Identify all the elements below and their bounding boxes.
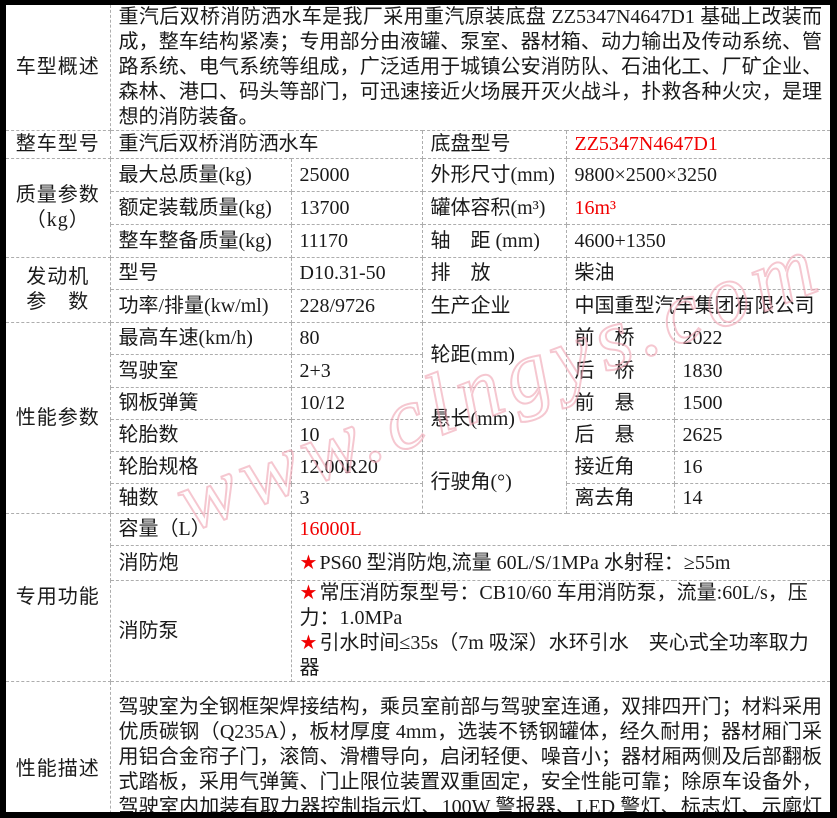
value-cell: 2625	[673, 419, 830, 452]
value-cell: 14	[673, 483, 830, 514]
label-cell: 前 悬	[565, 387, 675, 420]
star-icon: ★	[299, 551, 318, 574]
label-cell: 功率/排量(kw/ml)	[110, 289, 292, 323]
value-cell: 3	[290, 483, 423, 514]
value-cell: 16	[673, 451, 830, 484]
pump-text: 引水时间≤35s（7m 吸深）水环引水 夹心式全功率取力器	[299, 632, 809, 679]
table-row: 额定装载质量(kg) 13700 罐体容积(m³) 16m³	[6, 191, 830, 225]
value-cell: 中国重型汽车集团有限公司	[565, 289, 830, 323]
section-label-performance: 性能参数	[6, 322, 111, 514]
label-cell: 钢板弹簧	[110, 387, 292, 420]
capacity-label: 容量（L）	[109, 513, 292, 546]
label-cell: 外形尺寸(mm)	[421, 158, 567, 192]
label-cell: 罐体容积(m³)	[421, 191, 567, 225]
model-name: 重汽后双桥消防洒水车	[109, 130, 423, 159]
angle-group-label: 行驶角(°)	[421, 451, 567, 514]
section-label-special: 专用功能	[6, 513, 111, 682]
table-row: 驾驶室 2+3 后 桥 1830	[6, 354, 830, 388]
track-group-label: 轮距(mm)	[421, 322, 567, 388]
vehicle-spec-table: 车型概述 重汽后双桥消防洒水车是我厂采用重汽原装底盘 ZZ5347N4647D1…	[6, 5, 830, 812]
table-row: 钢板弹簧 10/12 悬长(mm) 前 悬 1500	[6, 387, 830, 452]
value-cell: 10/12	[290, 387, 423, 420]
label-cell: 额定装载质量(kg)	[110, 191, 292, 225]
label-cell: 排 放	[421, 257, 567, 290]
overview-text: 重汽后双桥消防洒水车是我厂采用重汽原装底盘 ZZ5347N4647D1 基础上改…	[109, 5, 830, 131]
section-label-model: 整车型号	[6, 130, 111, 159]
table-row: 性能描述 驾驶室为全钢框架焊接结构，乘员室前部与驾驶室连通，双排四开门；材料采用…	[6, 681, 830, 812]
cannon-text: PS60 型消防炮,流量 60L/S/1MPa 水射程：≥55m	[319, 551, 731, 574]
label-cell: 后 悬	[565, 419, 675, 452]
label-cell: 轴数	[110, 483, 292, 514]
section-label-engine: 发动机 参 数	[6, 257, 111, 323]
label-cell: 型号	[109, 257, 292, 290]
overhang-group-label: 悬长(mm)	[421, 387, 567, 452]
label-cell: 轮胎规格	[110, 451, 292, 484]
value-cell: 10	[290, 419, 423, 452]
value-cell: 11170	[290, 224, 423, 258]
star-icon: ★	[299, 582, 318, 604]
section-label-description: 性能描述	[6, 681, 111, 812]
cannon-value: ★ PS60 型消防炮,流量 60L/S/1MPa 水射程：≥55m	[290, 545, 830, 581]
value-cell: 2+3	[290, 354, 423, 388]
table-row: 整车整备质量(kg) 11170 轴 距 (mm) 4600+1350	[6, 224, 830, 258]
pump-line: ★ 常压消防泵型号：CB10/60 车用消防泵，流量:60L/s，压力：1.0MP…	[299, 582, 823, 632]
table-row: 轴数 3 离去角 14	[6, 483, 830, 514]
value-cell: 80	[290, 322, 423, 355]
tank-volume-value: 16m³	[565, 191, 830, 225]
value-cell: 12.00R20	[290, 451, 423, 484]
chassis-label: 底盘型号	[421, 130, 567, 159]
table-row: 功率/排量(kw/ml) 228/9726 生产企业 中国重型汽车集团有限公司	[6, 289, 830, 323]
value-cell: 25000	[290, 158, 423, 192]
label-cell: 前 桥	[565, 322, 675, 355]
right-scroll-handle[interactable]	[831, 393, 836, 429]
label-cell: 后 桥	[565, 354, 675, 388]
value-cell: 228/9726	[290, 289, 423, 323]
label-cell: 轴 距 (mm)	[421, 224, 567, 258]
value-cell: D10.31-50	[290, 257, 423, 290]
table-row: 消防炮 ★ PS60 型消防炮,流量 60L/S/1MPa 水射程：≥55m	[6, 545, 830, 581]
capacity-value: 16000L	[290, 513, 830, 546]
table-row: 轮胎数 10 后 悬 2625	[6, 419, 830, 452]
label-cell: 接近角	[565, 451, 675, 484]
pump-text: 常压消防泵型号：CB10/60 车用消防泵，流量:60L/s，压力：1.0MPa	[299, 582, 808, 629]
value-cell: 2022	[673, 322, 830, 355]
value-cell: 4600+1350	[565, 224, 830, 258]
table-row: 消防泵 ★ 常压消防泵型号：CB10/60 车用消防泵，流量:60L/s，压力：1…	[6, 580, 830, 682]
label-cell: 整车整备质量(kg)	[110, 224, 292, 258]
star-icon: ★	[299, 632, 318, 654]
description-text: 驾驶室为全钢框架焊接结构，乘员室前部与驾驶室连通，双排四开门；材料采用优质碳钢（…	[109, 681, 830, 812]
label-cell: 轮胎数	[110, 419, 292, 452]
label-cell: 驾驶室	[110, 354, 292, 388]
value-cell: 柴油	[565, 257, 830, 290]
pump-line: ★ 引水时间≤35s（7m 吸深）水环引水 夹心式全功率取力器	[300, 631, 823, 681]
value-cell: 9800×2500×3250	[565, 158, 830, 192]
table-row: 车型概述 重汽后双桥消防洒水车是我厂采用重汽原装底盘 ZZ5347N4647D1…	[6, 5, 830, 131]
value-cell: 13700	[290, 191, 423, 225]
section-label-mass: 质量参数 （kg）	[6, 158, 111, 258]
table-row: 性能参数 最高车速(km/h) 80 轮距(mm) 前 桥 2022	[6, 322, 830, 514]
label-cell: 离去角	[565, 483, 675, 514]
label-cell: 生产企业	[421, 289, 567, 323]
value-cell: 1500	[673, 387, 830, 420]
table-row: 质量参数 （kg） 最大总质量(kg) 25000 外形尺寸(mm) 9800×…	[6, 158, 830, 258]
table-row: 整车型号 重汽后双桥消防洒水车 底盘型号 ZZ5347N4647D1	[6, 130, 830, 159]
chassis-value: ZZ5347N4647D1	[565, 130, 830, 159]
table-row: 轮胎规格 12.00R20 行驶角(°) 接近角 16	[6, 451, 830, 514]
pump-value: ★ 常压消防泵型号：CB10/60 车用消防泵，流量:60L/s，压力：1.0MP…	[290, 580, 830, 682]
table-row: 发动机 参 数 型号 D10.31-50 排 放 柴油	[6, 257, 830, 323]
value-cell: 1830	[673, 354, 830, 388]
cannon-label: 消防炮	[110, 545, 292, 581]
label-cell: 最高车速(km/h)	[109, 322, 292, 355]
section-label-overview: 车型概述	[6, 5, 111, 131]
table-row: 专用功能 容量（L） 16000L	[6, 513, 830, 682]
pump-label: 消防泵	[110, 580, 292, 682]
label-cell: 最大总质量(kg)	[109, 158, 292, 192]
